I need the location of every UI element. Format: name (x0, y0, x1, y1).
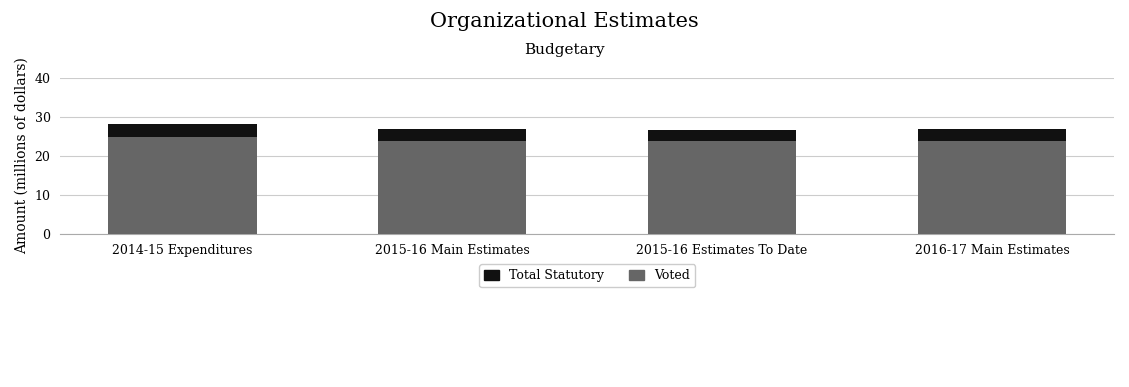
Text: Organizational Estimates: Organizational Estimates (430, 12, 699, 31)
Bar (108, 137, 256, 234)
Bar (378, 129, 526, 141)
Bar (108, 124, 256, 137)
Text: Budgetary: Budgetary (524, 43, 605, 57)
Bar (648, 130, 796, 141)
Legend: Total Statutory, Voted: Total Statutory, Voted (479, 264, 695, 287)
Bar (378, 141, 526, 234)
Bar (918, 141, 1066, 234)
Bar (918, 129, 1066, 141)
Bar (648, 141, 796, 234)
Y-axis label: Amount (millions of dollars): Amount (millions of dollars) (15, 58, 29, 255)
